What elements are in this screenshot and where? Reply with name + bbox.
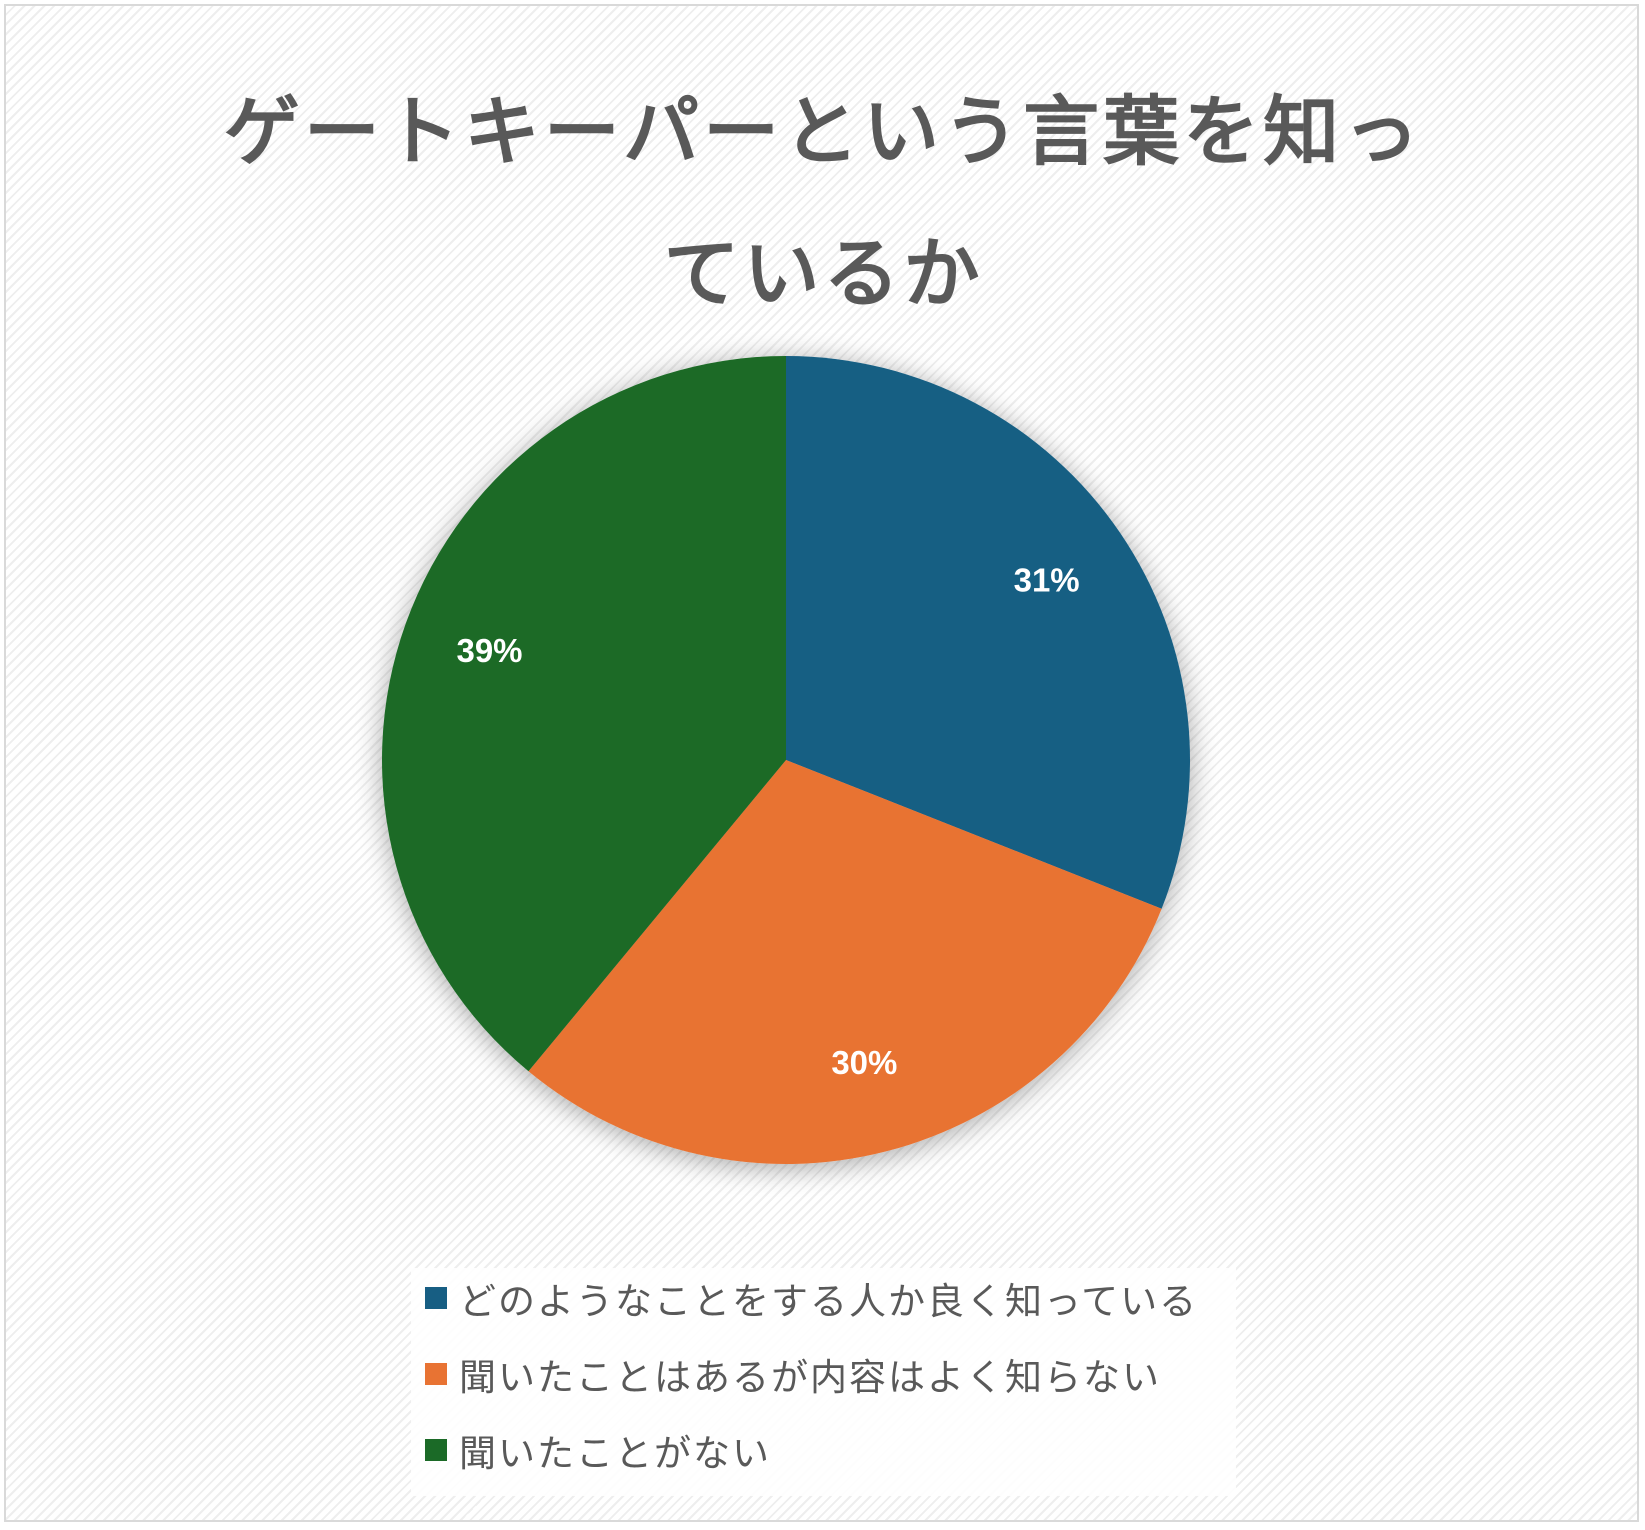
legend-swatch — [425, 1439, 447, 1461]
pie-slice — [381, 355, 786, 1072]
pie-slice — [786, 356, 1190, 909]
legend-label: どのようなことをする人か良く知っている — [459, 1280, 1199, 1323]
legend-label: 聞いたことがない — [459, 1432, 771, 1475]
data-label: 39% — [456, 632, 522, 669]
pie-slice — [528, 760, 1162, 1165]
legend-item: 聞いたことはあるが内容はよく知らない — [425, 1352, 1161, 1399]
legend-swatch — [425, 1287, 447, 1309]
legend-swatch — [425, 1363, 447, 1385]
chart-area: ゲートキーパーという言葉を知っ ているか 31% 30% 39% どのようなことをす… — [4, 4, 1639, 1522]
data-label: 31% — [1014, 562, 1080, 599]
chart-legend: どのようなことをする人か良く知っている 聞いたことはあるが内容はよく知らない 聞… — [411, 1268, 1236, 1496]
pie-chart: 31% 30% 39% — [381, 355, 1190, 1165]
legend-label: 聞いたことはあるが内容はよく知らない — [459, 1356, 1161, 1399]
legend-item: 聞いたことがない — [425, 1428, 771, 1475]
legend-item: どのようなことをする人か良く知っている — [425, 1276, 1198, 1323]
chart-title-line-2: ているか — [663, 229, 984, 318]
data-label: 30% — [831, 1044, 897, 1081]
chart-title-line-1: ゲートキーパーという言葉を知っ — [223, 87, 1424, 176]
chart-title: ゲートキーパーという言葉を知っ ているか — [166, 61, 1481, 345]
